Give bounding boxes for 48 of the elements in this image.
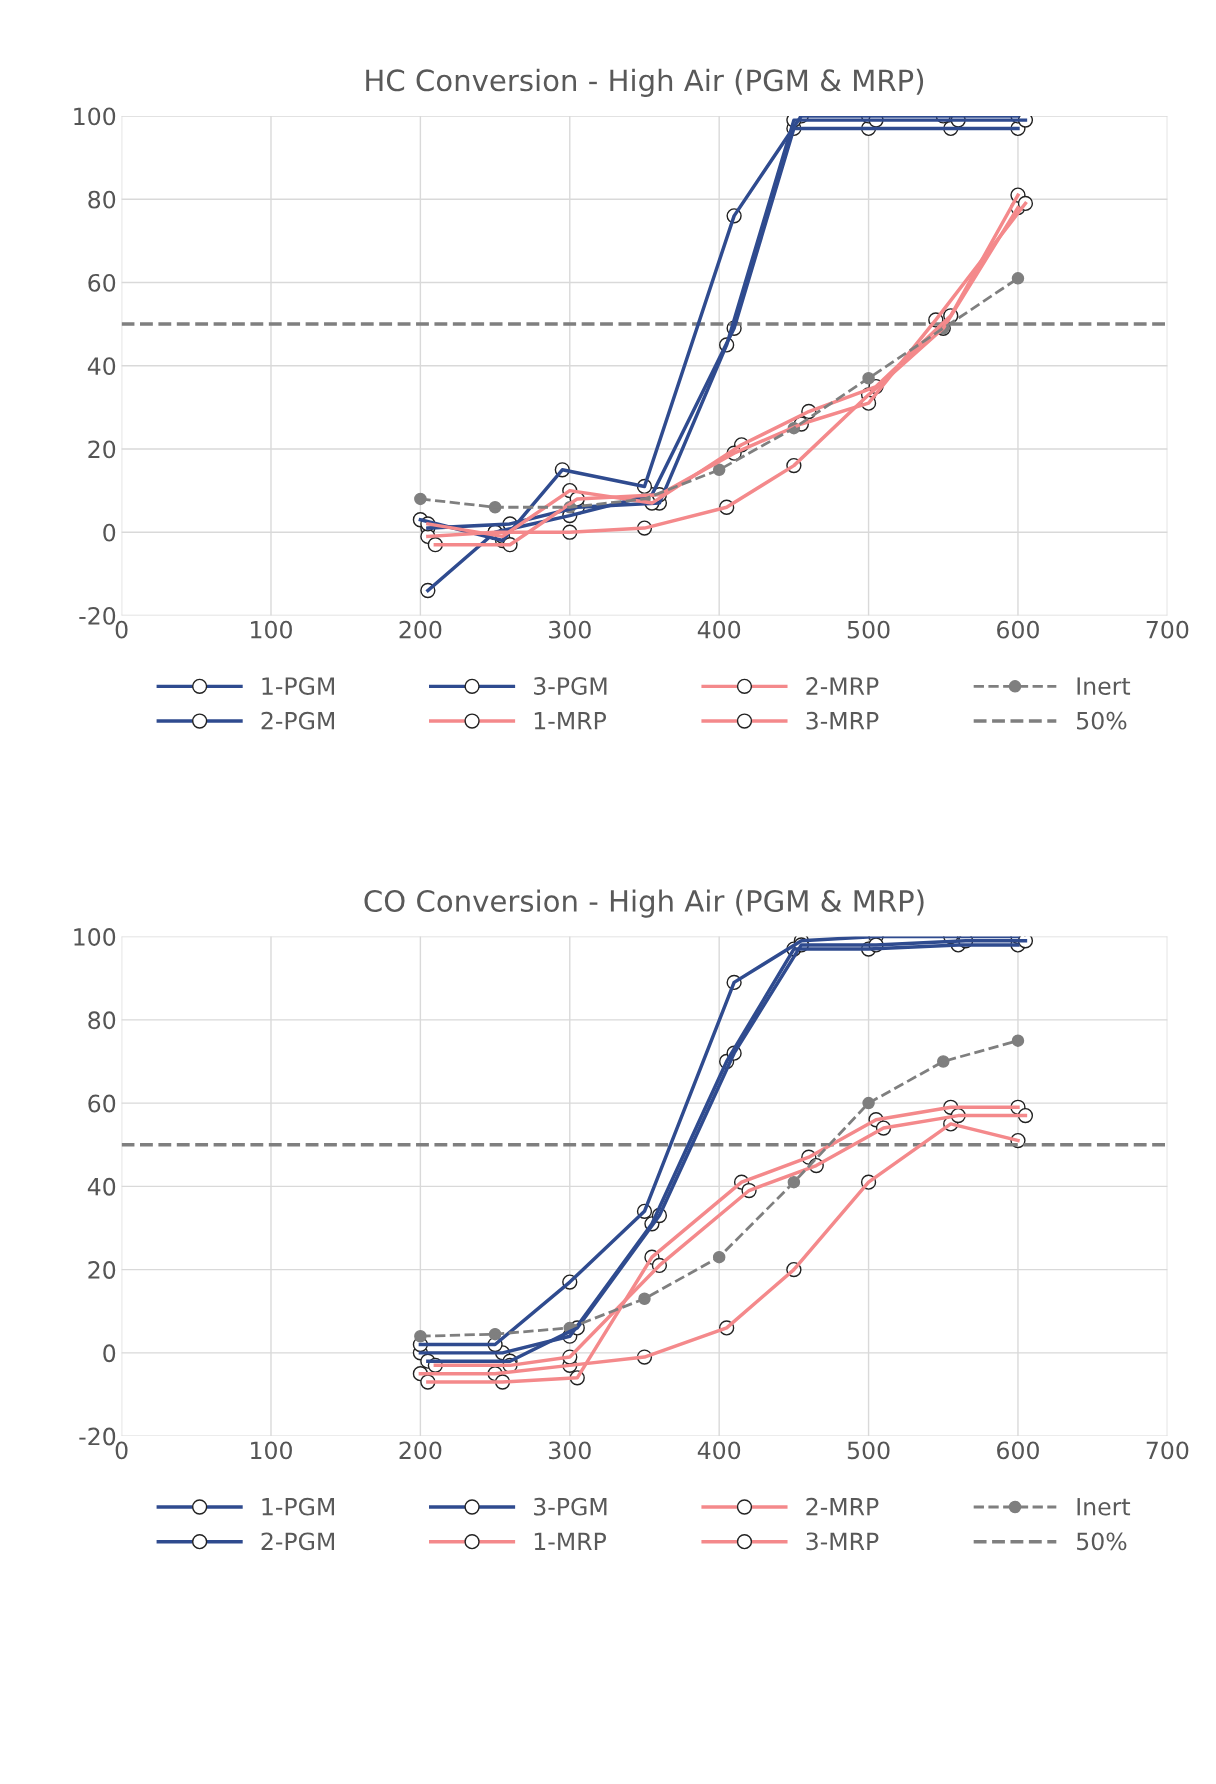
x-tick-label: 0: [115, 620, 128, 639]
x-tick-label: 600: [997, 620, 1039, 639]
y-tick-label: 40: [87, 1177, 116, 1196]
x-tick-label: 300: [549, 620, 591, 639]
x-tick-label: 700: [1146, 1441, 1189, 1460]
legend-label: 2-PGM: [261, 711, 334, 730]
legend-label: 3-MRP: [806, 1532, 879, 1551]
legend-label: 1-MRP: [534, 712, 607, 730]
legend-label: 1-MRP: [534, 1532, 607, 1550]
legend-label: 50%: [1077, 711, 1127, 730]
legend-label: Inert: [1077, 677, 1131, 695]
legend-label: 3-PGM: [534, 677, 607, 695]
x-tick-label: 100: [251, 1441, 292, 1460]
y-tick-label: 0: [103, 1344, 116, 1363]
legend-label: 2-MRP: [806, 677, 879, 695]
chart-title: CO Conversion - High Air (PGM & MRP): [364, 889, 924, 918]
chart-title: HC Conversion - High Air (PGM & MRP): [366, 68, 924, 98]
y-tick-label: -20: [79, 1427, 116, 1446]
y-tick-label: -20: [79, 606, 116, 625]
legend-label: 3-PGM: [534, 1497, 607, 1516]
y-tick-label: 20: [88, 440, 116, 459]
x-tick-label: 700: [1146, 620, 1189, 639]
x-tick-label: 100: [251, 620, 292, 639]
x-tick-label: 600: [997, 1441, 1039, 1460]
y-tick-label: 80: [88, 190, 116, 209]
y-tick-label: 0: [103, 523, 116, 542]
legend-label: 1-PGM: [262, 1497, 334, 1516]
legend-label: 50%: [1077, 1532, 1127, 1551]
legend-label: 1-PGM: [262, 677, 334, 695]
y-tick-label: 20: [88, 1261, 116, 1279]
legend-label: Inert: [1077, 1498, 1131, 1516]
legend-label: 2-PGM: [261, 1532, 334, 1551]
y-tick-label: 60: [88, 1094, 116, 1113]
x-tick-label: 400: [697, 620, 741, 639]
legend-label: 3-MRP: [806, 711, 879, 730]
x-tick-label: 400: [697, 1441, 741, 1460]
x-tick-label: 0: [115, 1441, 128, 1460]
x-tick-label: 500: [847, 1441, 890, 1460]
y-tick-label: 100: [74, 107, 116, 126]
y-tick-label: 40: [87, 357, 116, 376]
x-tick-label: 200: [399, 620, 442, 639]
legend-label: 2-MRP: [806, 1497, 879, 1516]
y-tick-label: 100: [74, 928, 116, 946]
y-tick-label: 60: [88, 273, 116, 292]
x-tick-label: 200: [399, 1441, 442, 1460]
y-tick-label: 80: [88, 1011, 116, 1030]
x-tick-label: 500: [847, 620, 890, 639]
x-tick-label: 300: [549, 1441, 591, 1460]
